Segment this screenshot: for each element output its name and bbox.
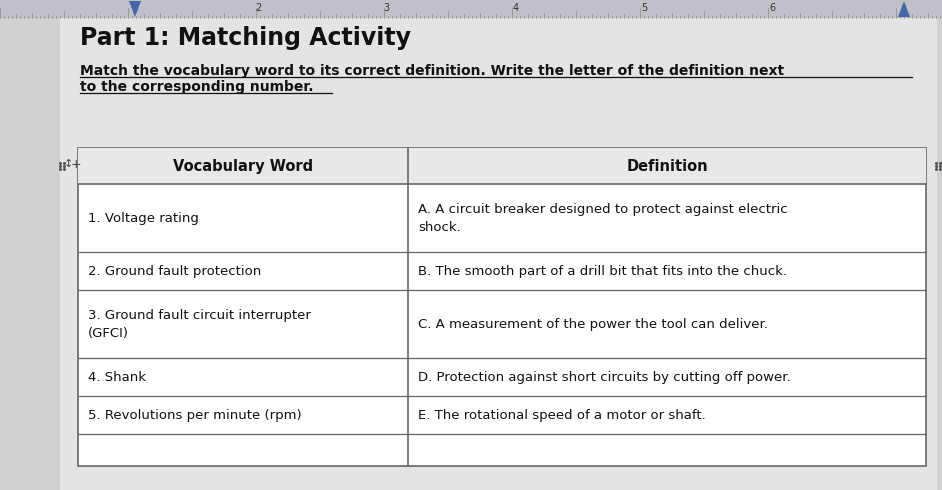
Text: B. The smooth part of a drill bit that fits into the chuck.: B. The smooth part of a drill bit that f…: [418, 265, 787, 277]
Text: ↕: ↕: [63, 159, 73, 169]
Text: Part 1: Matching Activity: Part 1: Matching Activity: [80, 26, 411, 50]
Bar: [78, 148, 926, 184]
Text: D. Protection against short circuits by cutting off power.: D. Protection against short circuits by …: [418, 370, 790, 384]
Text: 5. Revolutions per minute (rpm): 5. Revolutions per minute (rpm): [88, 409, 301, 421]
Bar: [0, 0, 942, 18]
Text: Match the vocabulary word to its correct definition. Write the letter of the def: Match the vocabulary word to its correct…: [80, 64, 784, 78]
Text: Vocabulary Word: Vocabulary Word: [173, 158, 313, 173]
Text: 2. Ground fault protection: 2. Ground fault protection: [88, 265, 261, 277]
Text: 5: 5: [641, 3, 647, 13]
Text: Definition: Definition: [626, 158, 707, 173]
Text: 6: 6: [769, 3, 775, 13]
Text: E. The rotational speed of a motor or shaft.: E. The rotational speed of a motor or sh…: [418, 409, 706, 421]
Text: to the corresponding number.: to the corresponding number.: [80, 80, 314, 94]
Polygon shape: [129, 1, 141, 17]
Text: C. A measurement of the power the tool can deliver.: C. A measurement of the power the tool c…: [418, 318, 768, 330]
Text: A. A circuit breaker designed to protect against electric
shock.: A. A circuit breaker designed to protect…: [418, 202, 788, 234]
Text: 1. Voltage rating: 1. Voltage rating: [88, 212, 199, 224]
Text: 4. Shank: 4. Shank: [88, 370, 146, 384]
Text: 4: 4: [513, 3, 519, 13]
Text: +: +: [71, 157, 81, 171]
Text: 3. Ground fault circuit interrupter
(GFCI): 3. Ground fault circuit interrupter (GFC…: [88, 309, 311, 340]
Polygon shape: [898, 1, 910, 17]
Text: 2: 2: [255, 3, 261, 13]
Text: 3: 3: [383, 3, 389, 13]
Bar: [78, 148, 926, 466]
